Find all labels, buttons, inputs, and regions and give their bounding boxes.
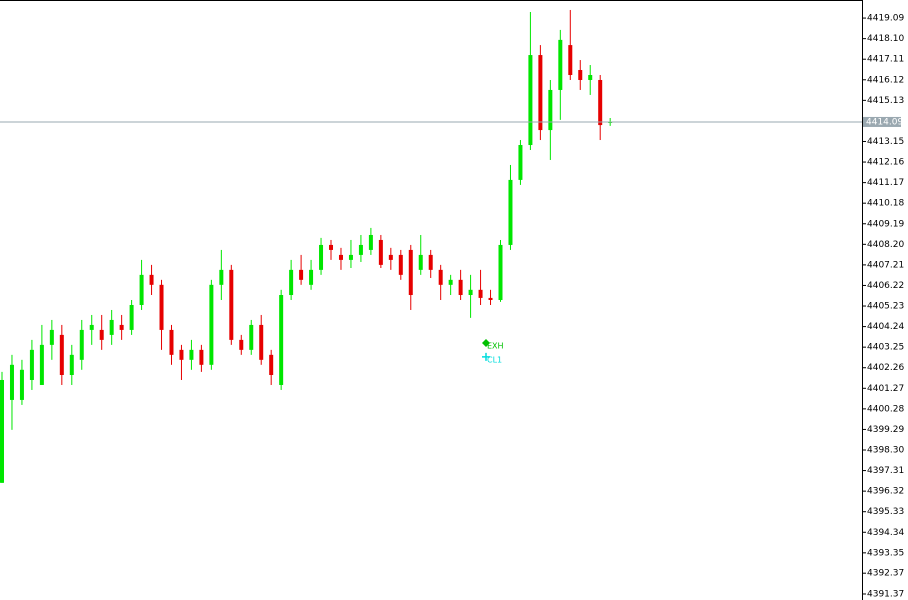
- candle-body: [269, 354, 274, 375]
- y-tick-label: 4416.12: [867, 75, 904, 85]
- candle-body: [219, 269, 224, 285]
- candle-body: [528, 55, 533, 146]
- candle-body: [418, 254, 423, 270]
- candle-body: [368, 234, 373, 250]
- y-tick-label: 4409.19: [867, 219, 904, 229]
- candle-body: [159, 284, 164, 330]
- y-tick-label: 4410.18: [867, 199, 904, 209]
- candle-body: [538, 55, 543, 131]
- y-tick-label: 4392.37: [867, 569, 904, 579]
- y-tick-label: 4417.11: [867, 55, 904, 65]
- candle-body: [79, 329, 84, 360]
- y-tick-label: 4401.27: [867, 384, 904, 394]
- candle-body: [279, 295, 284, 385]
- candle-body: [49, 329, 54, 345]
- y-tick-label: 4411.17: [867, 178, 904, 188]
- candle-body: [598, 79, 603, 126]
- candle-body: [19, 369, 24, 400]
- y-tick-label: 4406.22: [867, 281, 904, 291]
- candle-body: [299, 269, 304, 280]
- current-price-label: 4414.09: [866, 117, 903, 127]
- marker-icon: [482, 352, 490, 361]
- y-tick-label: 4391.37: [867, 589, 904, 599]
- candle-body: [518, 145, 523, 180]
- candle-body: [249, 324, 254, 350]
- candle-body: [329, 244, 334, 250]
- candle-body: [478, 289, 483, 298]
- y-tick-label: 4407.21: [867, 260, 904, 270]
- candle-body: [169, 329, 174, 355]
- candle-body: [578, 70, 583, 80]
- marker-label: CL1: [487, 355, 502, 364]
- candle-body: [129, 304, 134, 330]
- candle-body: [179, 349, 184, 360]
- y-tick-label: 4403.25: [867, 343, 904, 353]
- candle-body: [408, 249, 413, 296]
- candle-body: [468, 289, 473, 296]
- candle-body: [229, 269, 234, 340]
- candle-body: [558, 39, 563, 90]
- candle-body: [508, 179, 513, 245]
- candle-body: [309, 269, 314, 285]
- candle-body: [209, 284, 214, 365]
- y-tick-label: 4412.16: [867, 158, 904, 168]
- candle-body: [498, 244, 503, 300]
- candle-body: [119, 324, 124, 330]
- candle-body: [438, 269, 443, 285]
- marker-label: EXH: [487, 342, 504, 351]
- candle-body: [29, 349, 34, 380]
- y-tick-label: 4408.20: [867, 240, 904, 250]
- candle-body: [388, 254, 393, 260]
- candle-body: [89, 324, 94, 330]
- y-tick-label: 4402.26: [867, 363, 904, 373]
- candle-body: [548, 89, 553, 131]
- y-tick-label: 4413.15: [867, 137, 904, 147]
- candle-body: [378, 239, 383, 265]
- candle-body: [59, 334, 64, 375]
- y-tick-label: 4399.29: [867, 425, 904, 435]
- y-tick-label: 4404.24: [867, 322, 904, 332]
- candle-body: [239, 339, 244, 350]
- candle-body: [289, 269, 294, 296]
- candle-body: [568, 45, 573, 75]
- candle-body: [398, 254, 403, 275]
- candle-body: [9, 364, 14, 400]
- candle-body: [99, 329, 104, 340]
- candle-body: [139, 274, 144, 305]
- y-tick-label: 4393.35: [867, 548, 904, 558]
- candle-body: [69, 354, 74, 375]
- candle-body: [458, 279, 463, 296]
- candle-body: [428, 254, 433, 270]
- candle-body: [259, 324, 264, 360]
- candle-body: [338, 254, 343, 260]
- y-tick-label: 4418.10: [867, 34, 904, 44]
- candle-body: [199, 349, 204, 365]
- current-price-box: [863, 116, 901, 127]
- candle-body: [109, 319, 114, 335]
- candle-body: [189, 349, 194, 360]
- candle-body: [149, 274, 154, 285]
- y-tick-label: 4400.28: [867, 404, 904, 414]
- y-tick-label: 4396.32: [867, 487, 904, 497]
- y-tick-label: 4398.30: [867, 446, 904, 456]
- candle-body: [448, 279, 453, 285]
- candle-body: [488, 297, 493, 300]
- candle-body: [319, 244, 324, 270]
- y-tick-label: 4419.09: [867, 14, 904, 24]
- y-tick-label: 4397.31: [867, 466, 904, 476]
- candle-body: [39, 344, 44, 385]
- y-tick-label: 4395.33: [867, 507, 904, 517]
- y-tick-label: 4415.13: [867, 96, 904, 106]
- candle-body: [0, 379, 4, 483]
- marker-icon: [482, 339, 490, 348]
- y-tick-label: 4405.23: [867, 302, 904, 312]
- candle-body: [588, 75, 593, 80]
- candle-body: [358, 244, 363, 255]
- candle-body: [348, 254, 353, 260]
- y-tick-label: 4394.34: [867, 528, 904, 538]
